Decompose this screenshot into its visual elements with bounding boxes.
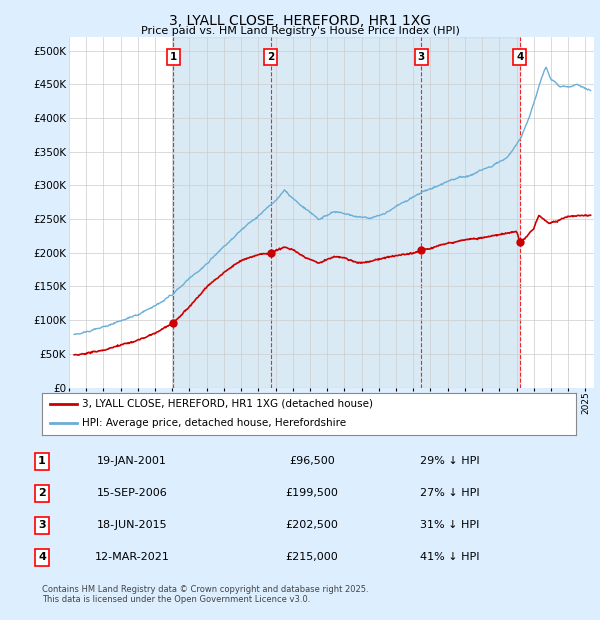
- Text: Contains HM Land Registry data © Crown copyright and database right 2025.
This d: Contains HM Land Registry data © Crown c…: [42, 585, 368, 604]
- Text: Price paid vs. HM Land Registry's House Price Index (HPI): Price paid vs. HM Land Registry's House …: [140, 26, 460, 36]
- Text: 2: 2: [267, 53, 274, 63]
- Text: 1: 1: [170, 53, 177, 63]
- Text: 3: 3: [38, 520, 46, 530]
- Text: 15-SEP-2006: 15-SEP-2006: [97, 488, 167, 498]
- Text: 3, LYALL CLOSE, HEREFORD, HR1 1XG: 3, LYALL CLOSE, HEREFORD, HR1 1XG: [169, 14, 431, 28]
- Text: 27% ↓ HPI: 27% ↓ HPI: [420, 488, 480, 498]
- Text: £202,500: £202,500: [286, 520, 338, 530]
- Text: 4: 4: [38, 552, 46, 562]
- Text: 3, LYALL CLOSE, HEREFORD, HR1 1XG (detached house): 3, LYALL CLOSE, HEREFORD, HR1 1XG (detac…: [82, 399, 373, 409]
- Text: £96,500: £96,500: [289, 456, 335, 466]
- Bar: [173, 37, 520, 387]
- Text: 29% ↓ HPI: 29% ↓ HPI: [420, 456, 480, 466]
- Text: 3: 3: [418, 53, 425, 63]
- Text: 1: 1: [38, 456, 46, 466]
- Text: HPI: Average price, detached house, Herefordshire: HPI: Average price, detached house, Here…: [82, 418, 346, 428]
- Text: 12-MAR-2021: 12-MAR-2021: [95, 552, 169, 562]
- Text: 41% ↓ HPI: 41% ↓ HPI: [420, 552, 480, 562]
- Text: 31% ↓ HPI: 31% ↓ HPI: [421, 520, 479, 530]
- Text: 4: 4: [516, 53, 523, 63]
- Text: 2: 2: [38, 488, 46, 498]
- Text: 18-JUN-2015: 18-JUN-2015: [97, 520, 167, 530]
- Text: 19-JAN-2001: 19-JAN-2001: [97, 456, 167, 466]
- Text: £199,500: £199,500: [286, 488, 338, 498]
- Text: £215,000: £215,000: [286, 552, 338, 562]
